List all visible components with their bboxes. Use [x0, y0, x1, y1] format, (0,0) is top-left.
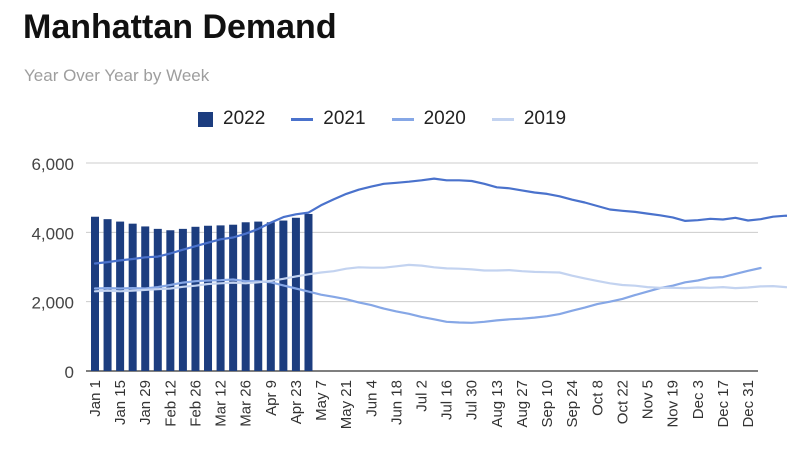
x-tick-label: May 7 [313, 380, 330, 421]
legend-item-2019[interactable]: 2019 [491, 108, 567, 130]
bar-2022 [116, 221, 125, 371]
x-tick-label: Apr 23 [288, 380, 305, 424]
x-tick-label: Jan 29 [137, 380, 154, 425]
x-tick-label: Oct 22 [614, 380, 631, 424]
bar-2022 [103, 219, 112, 371]
bar-2022 [128, 223, 137, 371]
x-tick-label: Dec 17 [715, 380, 732, 428]
x-tick-label: Jan 1 [87, 380, 104, 417]
chart-subtitle: Year Over Year by Week [24, 66, 210, 85]
x-tick-label: Jan 15 [112, 380, 129, 425]
chart-title: Manhattan Demand [23, 8, 337, 46]
x-tick-label: Sep 10 [539, 380, 556, 428]
legend-swatch-2020 [391, 117, 414, 121]
legend-swatch-2021 [291, 117, 314, 121]
bar-2022 [204, 225, 213, 371]
bar-2022 [166, 230, 175, 371]
legend-item-2020[interactable]: 2020 [391, 108, 466, 130]
bar-2022 [178, 228, 187, 371]
y-tick-label: 0 [65, 363, 74, 382]
x-tick-label: Apr 9 [263, 380, 280, 416]
x-tick-label: Nov 5 [640, 380, 657, 419]
x-tick-label: Jul 2 [414, 380, 431, 412]
series-line-2020 [93, 266, 762, 324]
x-tick-label: Aug 27 [514, 380, 531, 428]
legend-label-2019: 2019 [523, 108, 567, 129]
x-tick-label: Jun 18 [388, 380, 405, 425]
x-tick-label: Aug 13 [489, 380, 506, 428]
legend-item-2022[interactable]: 2022 [198, 108, 265, 130]
chart-legend: 2022 2021 2020 2019 [198, 108, 592, 130]
bar-2022 [191, 226, 200, 371]
bar-2022 [254, 221, 263, 371]
series-line-2019 [93, 263, 787, 293]
legend-swatch-2019 [491, 117, 514, 121]
legend-item-2021[interactable]: 2021 [291, 108, 366, 130]
x-tick-label: Jul 16 [439, 380, 456, 420]
bar-2022 [291, 217, 300, 371]
x-tick-label: Mar 26 [238, 380, 255, 427]
bar-2022 [153, 228, 162, 371]
x-tick-label: Jun 4 [363, 380, 380, 417]
x-tick-label: Sep 24 [564, 380, 581, 428]
bar-2022 [229, 224, 238, 371]
bar-2022 [266, 222, 275, 371]
y-tick-label: 6,000 [31, 155, 74, 174]
x-tick-label: Feb 26 [187, 380, 204, 427]
x-tick-label: Dec 31 [740, 380, 757, 428]
bar-2022 [91, 216, 99, 371]
series-line-2021 [93, 177, 787, 265]
bar-2022 [216, 225, 225, 371]
bar-2022 [241, 222, 250, 371]
bar-2022 [141, 226, 150, 371]
x-tick-label: Nov 19 [665, 380, 682, 428]
bar-2022 [279, 220, 288, 371]
y-tick-label: 2,000 [31, 294, 74, 313]
x-tick-label: Mar 12 [213, 380, 230, 427]
x-tick-label: Jul 30 [464, 380, 481, 420]
legend-swatch-2022 [198, 111, 213, 127]
x-tick-label: Feb 12 [162, 380, 179, 427]
x-tick-label: May 21 [338, 380, 355, 429]
legend-label-2022: 2022 [223, 108, 266, 129]
x-tick-label: Dec 3 [690, 380, 707, 419]
legend-label-2020: 2020 [423, 108, 466, 129]
x-tick-label: Oct 8 [589, 380, 606, 416]
y-tick-label: 4,000 [31, 224, 74, 243]
legend-label-2021: 2021 [323, 108, 366, 129]
